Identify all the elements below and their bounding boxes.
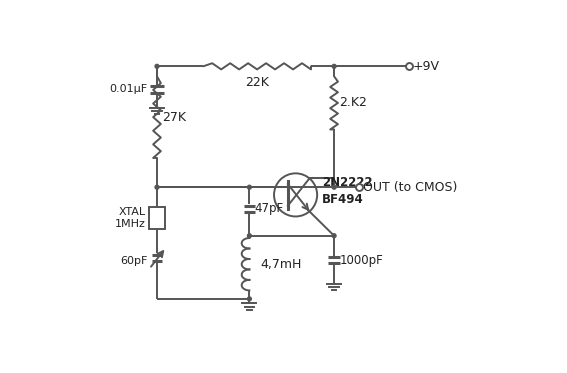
Text: 1000pF: 1000pF xyxy=(340,254,383,267)
Circle shape xyxy=(247,185,251,189)
Text: 0.01μF: 0.01μF xyxy=(109,84,148,94)
Text: 2N2222
BF494: 2N2222 BF494 xyxy=(321,176,373,206)
Circle shape xyxy=(155,65,159,68)
Circle shape xyxy=(155,185,159,189)
Text: 60pF: 60pF xyxy=(120,256,148,266)
Circle shape xyxy=(332,185,336,189)
Text: 2.K2: 2.K2 xyxy=(340,96,367,109)
Circle shape xyxy=(247,234,251,238)
Text: OUT (to CMOS): OUT (to CMOS) xyxy=(363,181,458,194)
Text: 47pF: 47pF xyxy=(254,202,283,215)
Circle shape xyxy=(332,65,336,68)
Text: +9V: +9V xyxy=(413,60,439,73)
Text: 27K: 27K xyxy=(162,111,187,123)
Text: 4,7mH: 4,7mH xyxy=(260,258,302,271)
Text: XTAL
1MHz: XTAL 1MHz xyxy=(115,207,146,229)
Text: 22K: 22K xyxy=(245,76,269,88)
Circle shape xyxy=(332,234,336,238)
Bar xyxy=(149,207,164,229)
Circle shape xyxy=(247,297,251,301)
